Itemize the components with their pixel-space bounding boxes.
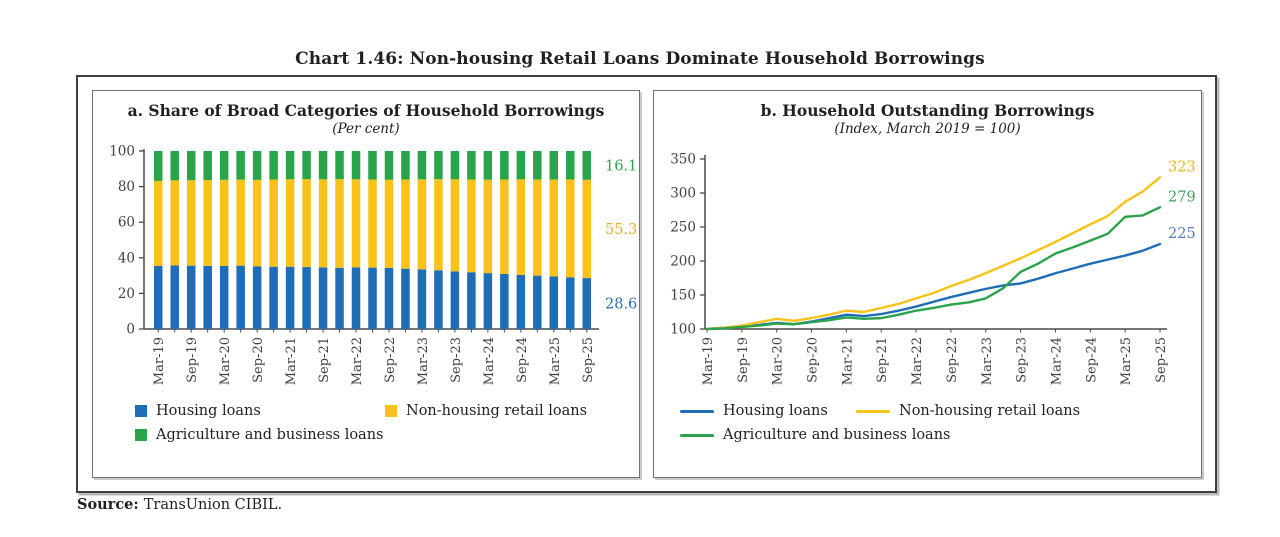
svg-text:Mar-24: Mar-24 <box>1049 337 1064 385</box>
svg-text:0: 0 <box>126 322 135 338</box>
non-housing-swatch-icon <box>385 405 397 417</box>
housing-swatch-icon <box>135 405 147 417</box>
svg-text:Sep-19: Sep-19 <box>185 337 200 383</box>
svg-text:Sep-25: Sep-25 <box>1154 337 1169 383</box>
legend-label: Housing loans <box>156 403 261 419</box>
svg-text:Mar-25: Mar-25 <box>548 337 563 385</box>
legend-label: Housing loans <box>723 403 828 419</box>
svg-text:Mar-19: Mar-19 <box>701 337 716 385</box>
source-note: Source: TransUnion CIBIL. <box>77 496 282 513</box>
figure-title: Chart 1.46: Non-housing Retail Loans Dom… <box>295 49 985 69</box>
svg-text:Sep-20: Sep-20 <box>251 337 266 383</box>
agri-business-swatch-icon <box>135 429 147 441</box>
svg-text:40: 40 <box>118 250 135 266</box>
line-chart: 100 150 200 250 300 350 Mar-19 Sep-19 Mar-20 Sep-… <box>670 152 1196 386</box>
svg-text:Sep-19: Sep-19 <box>735 337 750 383</box>
panel-b: b. Household Outstanding Borrowings (Ind… <box>653 90 1202 478</box>
svg-text:Mar-20: Mar-20 <box>770 337 785 385</box>
svg-text:Mar-23: Mar-23 <box>979 337 994 385</box>
svg-text:Sep-24: Sep-24 <box>515 337 530 383</box>
legend-label: Agriculture and business loans <box>723 427 951 443</box>
housing-line-swatch-icon <box>680 409 714 413</box>
non-housing-line-swatch-icon <box>856 409 890 413</box>
legend-item-non-housing: Non-housing retail loans <box>385 403 639 419</box>
svg-text:Sep-22: Sep-22 <box>944 337 959 383</box>
legend-item-agri-business: Agriculture and business loans <box>135 427 639 443</box>
agri-business-line-swatch-icon <box>680 433 714 437</box>
svg-text:80: 80 <box>118 179 135 195</box>
svg-text:Mar-22: Mar-22 <box>350 337 365 385</box>
panel-a-legend: Housing loans Non-housing retail loans A… <box>93 403 639 443</box>
panel-b-title: b. Household Outstanding Borrowings <box>760 101 1095 120</box>
svg-text:Sep-23: Sep-23 <box>449 337 464 383</box>
svg-text:16.1: 16.1 <box>605 158 637 174</box>
svg-text:Mar-25: Mar-25 <box>1119 337 1134 385</box>
svg-text:60: 60 <box>118 215 135 231</box>
svg-text:300: 300 <box>670 186 696 202</box>
svg-text:100: 100 <box>109 144 135 160</box>
svg-text:20: 20 <box>118 286 135 302</box>
svg-text:Sep-22: Sep-22 <box>383 337 398 383</box>
panel-b-subtitle: (Index, March 2019 = 100) <box>834 121 1021 137</box>
svg-text:Sep-25: Sep-25 <box>581 337 596 383</box>
svg-text:Mar-20: Mar-20 <box>218 337 233 385</box>
svg-text:Sep-23: Sep-23 <box>1014 337 1029 383</box>
panel-a-title: a. Share of Broad Categories of Househol… <box>127 101 605 120</box>
legend-label: Non-housing retail loans <box>899 403 1081 419</box>
svg-text:323: 323 <box>1168 159 1196 175</box>
svg-text:Sep-20: Sep-20 <box>805 337 820 383</box>
svg-text:Mar-24: Mar-24 <box>482 337 497 385</box>
figure-frame: a. Share of Broad Categories of Househol… <box>76 75 1217 493</box>
svg-text:Mar-21: Mar-21 <box>284 337 299 385</box>
legend-item-housing: Housing loans <box>135 403 385 419</box>
svg-text:100: 100 <box>670 322 696 338</box>
svg-text:Mar-23: Mar-23 <box>416 337 431 385</box>
svg-text:350: 350 <box>670 152 696 168</box>
svg-text:Mar-22: Mar-22 <box>910 337 925 385</box>
svg-text:250: 250 <box>670 220 696 236</box>
legend-label: Non-housing retail loans <box>406 403 588 419</box>
svg-text:Sep-21: Sep-21 <box>317 337 332 383</box>
svg-text:28.6: 28.6 <box>605 297 637 313</box>
svg-text:Mar-21: Mar-21 <box>840 337 855 385</box>
svg-text:Sep-24: Sep-24 <box>1084 337 1099 383</box>
svg-text:279: 279 <box>1168 189 1196 205</box>
svg-text:225: 225 <box>1168 226 1196 242</box>
svg-text:200: 200 <box>670 254 696 270</box>
stacked-bar-chart: 0 20 40 60 80 100 Mar-19 Sep-19 Mar-20 Sep-20 Mar-… <box>109 144 637 386</box>
legend-item-agri-business: Agriculture and business loans <box>680 427 1201 443</box>
legend-label: Agriculture and business loans <box>156 427 384 443</box>
source-label: Source: <box>77 496 139 513</box>
svg-text:Sep-21: Sep-21 <box>875 337 890 383</box>
panel-a: a. Share of Broad Categories of Househol… <box>92 90 640 478</box>
svg-text:Mar-19: Mar-19 <box>152 337 167 385</box>
svg-text:55.3: 55.3 <box>605 222 637 238</box>
legend-item-housing: Housing loans <box>680 403 856 419</box>
panel-b-legend: Housing loans Non-housing retail loans A… <box>654 403 1201 443</box>
panel-a-subtitle: (Per cent) <box>332 121 400 137</box>
source-text: TransUnion CIBIL. <box>143 497 283 513</box>
legend-item-non-housing: Non-housing retail loans <box>856 403 1201 419</box>
svg-text:150: 150 <box>670 288 696 304</box>
